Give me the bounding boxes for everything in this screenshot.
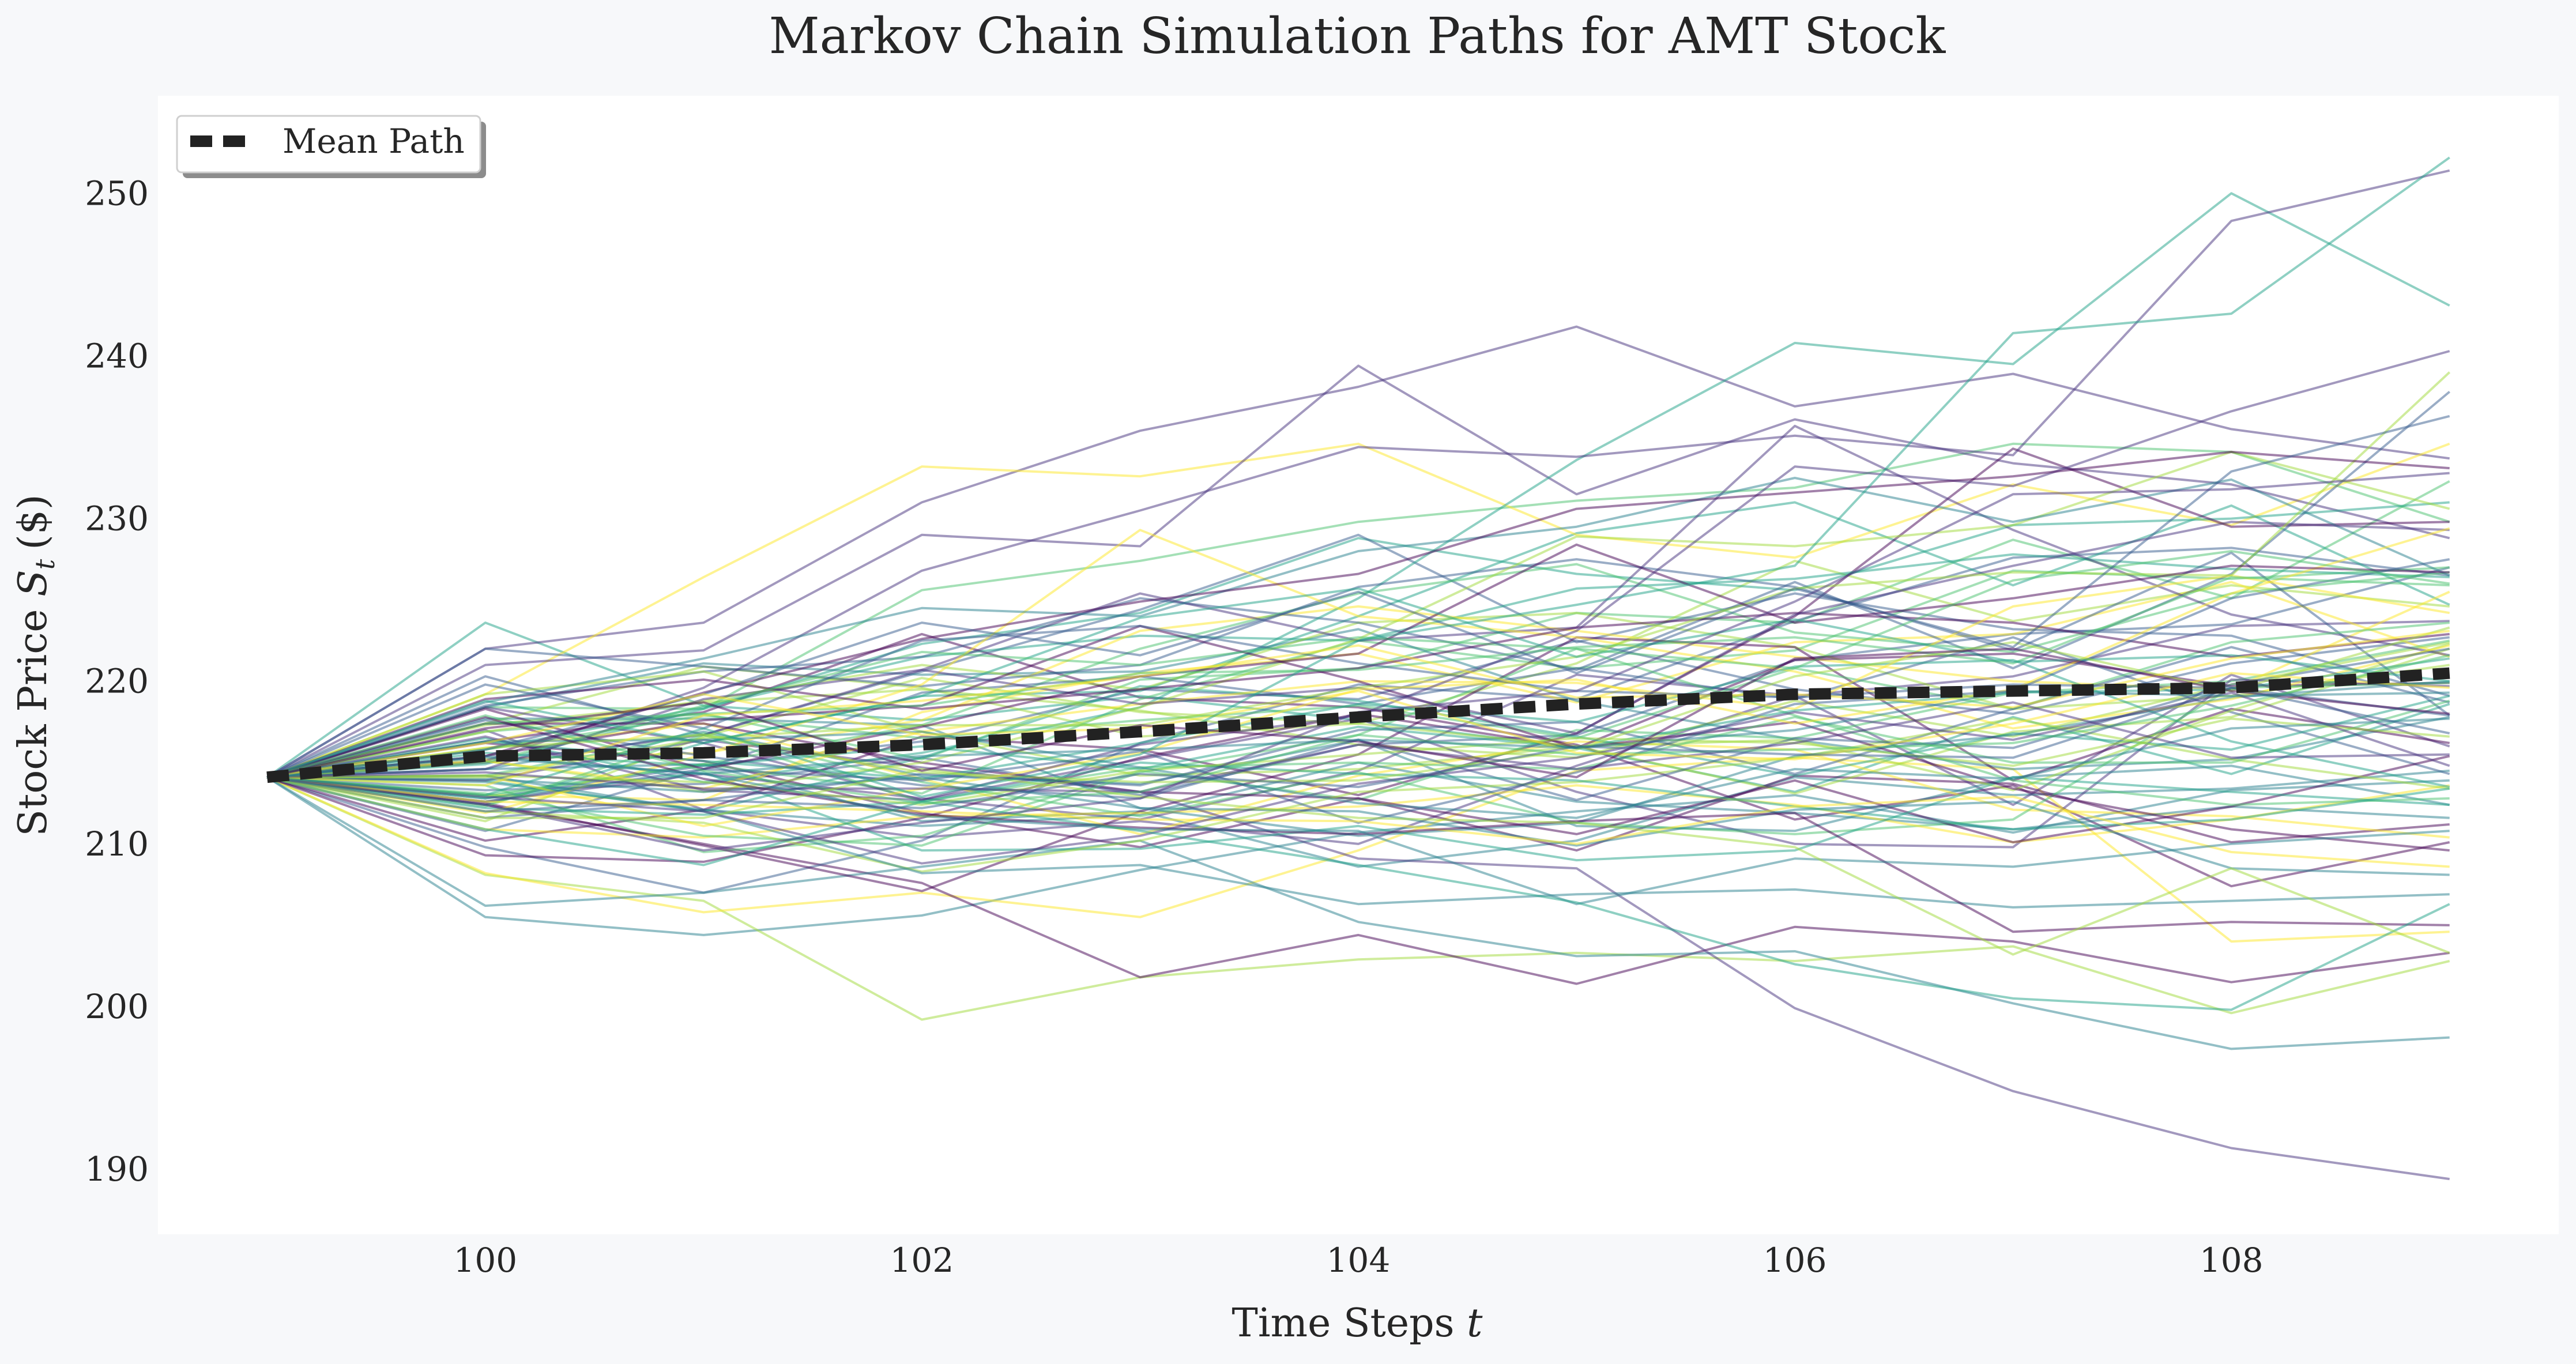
x-tick-label-104: 104 xyxy=(1327,1241,1391,1280)
x-axis-label-var: t xyxy=(1467,1301,1483,1346)
simulation-path-68 xyxy=(267,776,2450,876)
simulation-path-91 xyxy=(267,415,2450,779)
y-axis-label-text: Stock Price xyxy=(10,609,56,836)
simulation-path-7 xyxy=(266,776,2450,1021)
simulation-path-60 xyxy=(266,477,2450,779)
simulation-path-76 xyxy=(267,774,2450,909)
simulation-path-86 xyxy=(267,550,2450,779)
legend-mean-path-label: Mean Path xyxy=(283,122,465,161)
y-tick-label-250: 250 xyxy=(85,174,149,213)
y-axis-label-unit: ($) xyxy=(10,494,56,549)
y-tick-label-200: 200 xyxy=(85,987,149,1026)
y-axis-label-sub: t xyxy=(29,559,61,570)
simulation-path-65 xyxy=(267,624,2450,852)
x-axis-label-text: Time Steps xyxy=(1232,1301,1455,1346)
x-tick-label-106: 106 xyxy=(1763,1241,1827,1280)
y-tick-label-210: 210 xyxy=(85,824,149,864)
simulation-path-14 xyxy=(266,442,2450,779)
x-axis-label: Time Steps t xyxy=(1232,1301,1483,1346)
simulation-path-99 xyxy=(266,687,2450,813)
simulation-path-16 xyxy=(266,442,2450,779)
x-tick-label-102: 102 xyxy=(890,1241,954,1280)
simulation-path-10 xyxy=(266,325,2450,778)
y-axis-label-var: S xyxy=(10,570,56,597)
y-tick-label-240: 240 xyxy=(85,336,149,375)
simulation-path-46 xyxy=(267,681,2450,835)
simulation-paths xyxy=(266,156,2451,1181)
simulation-path-93 xyxy=(266,776,2450,1011)
simulation-path-4 xyxy=(266,776,2450,936)
simulation-path-55 xyxy=(267,450,2450,793)
simulation-path-19 xyxy=(267,636,2450,800)
x-axis-ticks: 100 102 104 106 108 xyxy=(453,1241,2263,1280)
simulation-path-90 xyxy=(267,701,2450,793)
simulation-path-35 xyxy=(266,390,2450,779)
mean-path-line xyxy=(266,667,2450,783)
simulation-path-95 xyxy=(266,768,2450,956)
x-tick-label-108: 108 xyxy=(2200,1241,2264,1280)
y-tick-label-220: 220 xyxy=(85,662,149,701)
chart-title: Markov Chain Simulation Paths for AMT St… xyxy=(769,7,1946,65)
y-axis-label: Stock Price St ($) xyxy=(10,494,61,836)
legend: Mean Path xyxy=(176,115,486,178)
simulation-path-18 xyxy=(266,364,2450,778)
simulation-path-51 xyxy=(266,551,2450,778)
y-tick-label-190: 190 xyxy=(85,1150,149,1189)
simulation-path-97 xyxy=(266,647,2450,779)
simulation-path-56 xyxy=(266,529,2450,815)
simulation-path-79 xyxy=(267,717,2450,807)
simulation-path-45 xyxy=(267,685,2450,813)
x-tick-label-100: 100 xyxy=(453,1241,517,1280)
y-tick-label-230: 230 xyxy=(85,499,149,538)
y-axis-ticks: 190 200 210 220 230 240 250 xyxy=(85,174,149,1189)
simulation-path-11 xyxy=(266,547,2450,894)
mean-path-layer xyxy=(266,667,2450,783)
simulation-path-20 xyxy=(266,776,2450,1050)
simulation-path-82 xyxy=(267,691,2450,865)
simulation-path-78 xyxy=(266,576,2450,779)
simulation-path-52 xyxy=(266,680,2450,837)
legend-box xyxy=(176,115,481,174)
simulation-path-77 xyxy=(267,761,2450,831)
